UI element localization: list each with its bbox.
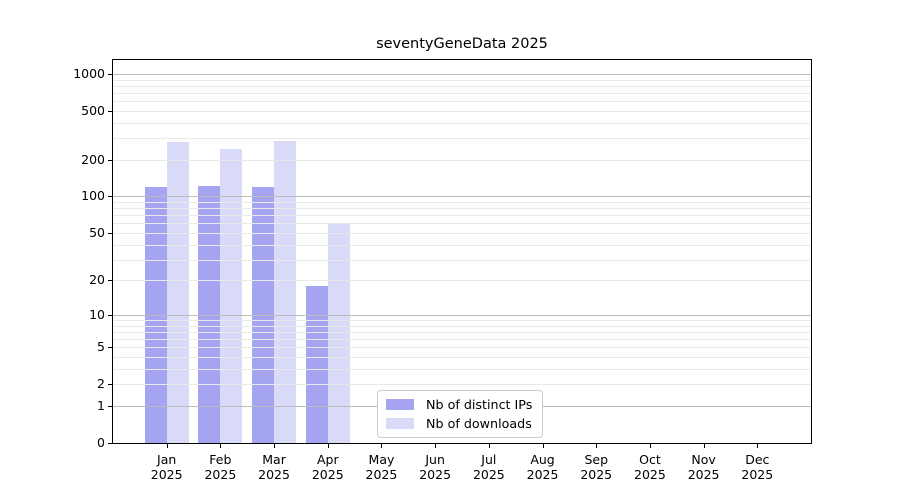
x-tick-label: Oct 2025 xyxy=(622,452,678,482)
x-tick-mark xyxy=(542,444,544,448)
x-tick-mark xyxy=(327,444,329,448)
x-tick-month: Mar xyxy=(262,452,286,467)
legend: Nb of distinct IPs Nb of downloads xyxy=(377,390,544,438)
x-tick-year: 2025 xyxy=(580,466,613,482)
x-tick-month: Apr xyxy=(316,452,339,467)
x-tick-year: 2025 xyxy=(526,466,559,482)
x-tick-month: Oct xyxy=(639,452,661,467)
x-tick-label: Jun 2025 xyxy=(407,452,463,482)
x-tick-year: 2025 xyxy=(472,466,505,482)
bar-distinct-ips-feb xyxy=(198,185,221,443)
y-tick-label: 2 xyxy=(97,376,105,391)
bar-distinct-ips-jan xyxy=(144,187,167,443)
x-tick-label: Aug 2025 xyxy=(515,452,571,482)
y-tick-label: 10 xyxy=(89,307,105,322)
x-tick-label: Apr 2025 xyxy=(300,452,356,482)
x-tick-label: Jan 2025 xyxy=(139,452,195,482)
plot-area xyxy=(112,59,812,444)
x-tick-mark xyxy=(220,444,222,448)
x-tick-mark xyxy=(435,444,437,448)
x-tick-mark xyxy=(757,444,759,448)
x-tick-label: Feb 2025 xyxy=(192,452,248,482)
bar-downloads-mar xyxy=(274,140,297,443)
legend-swatch-downloads xyxy=(386,418,414,429)
x-tick-mark xyxy=(381,444,383,448)
x-tick-month: Jun xyxy=(425,452,445,467)
x-tick-mark xyxy=(166,444,168,448)
y-tick-label: 20 xyxy=(89,272,105,287)
legend-swatch-distinct-ips xyxy=(386,399,414,410)
x-tick-month: May xyxy=(368,452,395,467)
legend-item-distinct-ips: Nb of distinct IPs xyxy=(386,397,532,412)
legend-label-downloads: Nb of downloads xyxy=(426,416,532,431)
x-tick-year: 2025 xyxy=(365,466,398,482)
y-tick-label: 500 xyxy=(81,103,105,118)
x-tick-label: May 2025 xyxy=(353,452,409,482)
y-tick-label: 50 xyxy=(89,225,105,240)
x-tick-year: 2025 xyxy=(258,466,290,482)
y-tick-label: 5 xyxy=(97,339,105,354)
x-tick-year: 2025 xyxy=(419,466,452,482)
x-tick-label: Dec 2025 xyxy=(729,452,785,482)
x-tick-label: Nov 2025 xyxy=(676,452,732,482)
x-tick-year: 2025 xyxy=(687,466,720,482)
x-tick-year: 2025 xyxy=(204,466,237,482)
x-tick-month: Jul xyxy=(481,452,497,467)
x-tick-label: Mar 2025 xyxy=(246,452,302,482)
x-tick-year: 2025 xyxy=(634,466,666,482)
bar-distinct-ips-apr xyxy=(305,285,328,443)
x-tick-mark xyxy=(703,444,705,448)
y-tick-label: 100 xyxy=(81,188,105,203)
x-tick-year: 2025 xyxy=(150,466,183,482)
bar-downloads-apr xyxy=(327,224,350,443)
x-tick-month: Aug xyxy=(530,452,555,467)
chart-title: seventyGeneData 2025 xyxy=(376,36,548,52)
bar-downloads-feb xyxy=(220,148,243,443)
legend-label-distinct-ips: Nb of distinct IPs xyxy=(426,397,533,412)
x-tick-year: 2025 xyxy=(741,466,774,482)
x-tick-year: 2025 xyxy=(311,466,344,482)
x-tick-label: Sep 2025 xyxy=(568,452,624,482)
y-tick-label: 0 xyxy=(97,435,105,450)
x-tick-month: Sep xyxy=(584,452,608,467)
x-tick-month: Dec xyxy=(745,452,770,467)
bars-layer xyxy=(113,60,811,443)
y-tick-label: 1 xyxy=(97,398,105,413)
x-tick-label: Jul 2025 xyxy=(461,452,517,482)
y-tick-label: 200 xyxy=(81,152,105,167)
x-tick-mark xyxy=(649,444,651,448)
legend-item-downloads: Nb of downloads xyxy=(386,416,532,431)
y-tick-label: 1000 xyxy=(73,66,105,81)
x-tick-month: Nov xyxy=(691,452,716,467)
x-tick-month: Jan xyxy=(157,452,177,467)
x-tick-mark xyxy=(488,444,490,448)
bar-downloads-jan xyxy=(166,141,189,443)
x-tick-mark xyxy=(596,444,598,448)
x-tick-mark xyxy=(274,444,276,448)
bar-distinct-ips-mar xyxy=(252,187,275,443)
x-tick-month: Feb xyxy=(209,452,232,467)
